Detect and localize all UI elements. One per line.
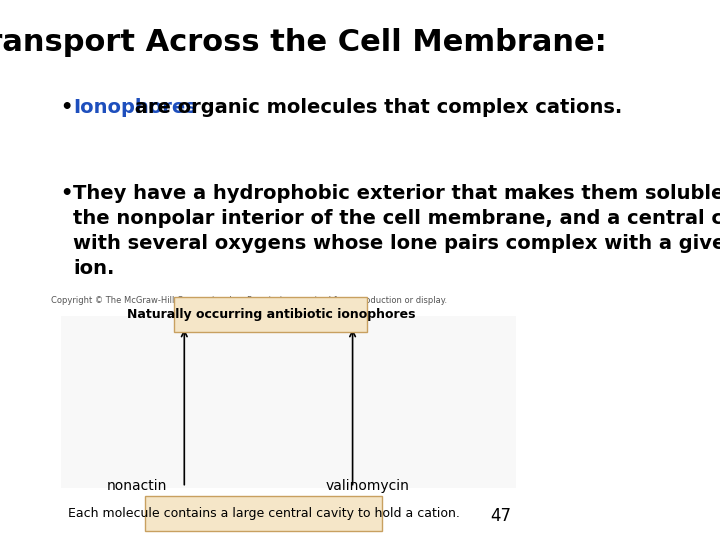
FancyBboxPatch shape [145, 496, 382, 531]
FancyBboxPatch shape [174, 298, 367, 332]
Text: valinomycin: valinomycin [325, 479, 410, 493]
Text: •: • [60, 98, 80, 117]
FancyBboxPatch shape [60, 316, 516, 488]
Text: Transport Across the Cell Membrane:: Transport Across the Cell Membrane: [0, 28, 607, 57]
Text: Copyright © The McGraw-Hill Companies, Inc. Permission required for reproduction: Copyright © The McGraw-Hill Companies, I… [50, 296, 446, 305]
Text: 47: 47 [490, 507, 511, 525]
Text: Ionophores: Ionophores [73, 98, 197, 117]
Text: are organic molecules that complex cations.: are organic molecules that complex catio… [128, 98, 623, 117]
Text: nonactin: nonactin [107, 479, 168, 493]
Text: They have a hydrophobic exterior that makes them soluble in
the nonpolar interio: They have a hydrophobic exterior that ma… [73, 184, 720, 278]
Text: Naturally occurring antibiotic ionophores: Naturally occurring antibiotic ionophore… [127, 308, 415, 321]
Text: •: • [60, 184, 80, 203]
Text: Each molecule contains a large central cavity to hold a cation.: Each molecule contains a large central c… [68, 507, 459, 520]
